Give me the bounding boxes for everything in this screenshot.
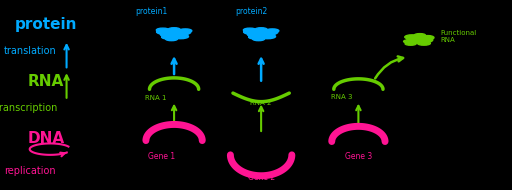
Ellipse shape xyxy=(405,42,416,45)
Ellipse shape xyxy=(243,28,257,32)
Ellipse shape xyxy=(156,28,169,32)
Text: protein: protein xyxy=(15,17,77,32)
Text: RNA 3: RNA 3 xyxy=(331,94,353,100)
Ellipse shape xyxy=(244,29,260,34)
Text: DNA: DNA xyxy=(28,131,65,146)
Text: protein2: protein2 xyxy=(235,7,267,16)
Text: protein1: protein1 xyxy=(135,7,167,16)
Ellipse shape xyxy=(165,37,178,41)
Ellipse shape xyxy=(405,35,419,39)
Ellipse shape xyxy=(168,28,180,31)
Ellipse shape xyxy=(407,36,433,43)
Ellipse shape xyxy=(160,30,188,38)
Ellipse shape xyxy=(266,29,279,33)
Ellipse shape xyxy=(176,30,190,35)
Ellipse shape xyxy=(263,30,278,35)
Text: Gene 2: Gene 2 xyxy=(248,173,274,182)
Ellipse shape xyxy=(417,41,431,45)
Ellipse shape xyxy=(172,34,188,39)
Ellipse shape xyxy=(179,29,192,33)
Ellipse shape xyxy=(247,30,275,38)
Ellipse shape xyxy=(157,29,173,34)
Text: Functional
RNA: Functional RNA xyxy=(440,30,477,43)
Text: Gene 3: Gene 3 xyxy=(345,152,372,161)
Ellipse shape xyxy=(421,36,434,40)
Text: Gene 1: Gene 1 xyxy=(148,152,175,161)
Text: RNA 2: RNA 2 xyxy=(250,100,272,106)
Ellipse shape xyxy=(414,34,425,37)
Ellipse shape xyxy=(259,34,275,39)
Text: translation: translation xyxy=(3,46,56,56)
Ellipse shape xyxy=(255,28,267,31)
Ellipse shape xyxy=(252,37,265,41)
Text: RNA: RNA xyxy=(28,74,64,89)
Text: RNA 1: RNA 1 xyxy=(145,95,167,101)
Ellipse shape xyxy=(249,35,263,39)
Text: transcription: transcription xyxy=(0,103,58,113)
Ellipse shape xyxy=(162,35,176,39)
Ellipse shape xyxy=(403,40,416,43)
Text: replication: replication xyxy=(4,166,55,176)
